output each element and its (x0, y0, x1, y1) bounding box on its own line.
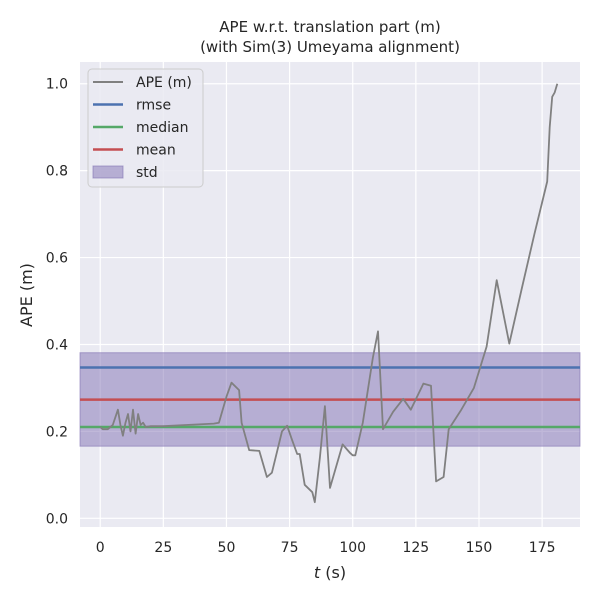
ape-line (99, 83, 559, 504)
legend-label-mean: mean (136, 143, 176, 159)
x-tick-label: 175 (529, 540, 556, 556)
x-tick-label: 75 (281, 540, 299, 556)
y-tick-label: 0.4 (46, 337, 68, 353)
chart-subtitle: (with Sim(3) Umeyama alignment) (200, 38, 460, 56)
legend-swatch-std (92, 165, 124, 179)
y-axis-label: APE (m) (17, 263, 36, 327)
legend-box (87, 68, 204, 188)
y-tick-label: 1.0 (46, 77, 68, 93)
y-tick-label: 0.0 (46, 511, 68, 527)
x-tick-label: 50 (218, 540, 236, 556)
y-ticks: 0.0 0.2 0.4 0.6 0.8 1.0 (46, 77, 68, 528)
x-tick-label: 150 (466, 540, 493, 556)
x-tick-label: 125 (402, 540, 429, 556)
legend: APE (m) rmse median mean std (87, 68, 204, 188)
y-tick-label: 0.2 (46, 424, 68, 440)
legend-label-median: median (136, 120, 188, 136)
x-ticks: 0 25 50 75 100 125 150 175 (96, 540, 556, 556)
ape-series (99, 83, 559, 504)
y-tick-label: 0.8 (46, 164, 68, 180)
x-tick-label: 25 (154, 540, 172, 556)
legend-label-std: std (136, 165, 158, 181)
y-tick-label: 0.6 (46, 251, 68, 267)
legend-label-ape: APE (m) (136, 75, 192, 91)
x-axis-label: t (s) (314, 563, 346, 582)
x-tick-label: 0 (96, 540, 105, 556)
x-tick-label: 100 (339, 540, 366, 556)
chart-title: APE w.r.t. translation part (m) (219, 18, 440, 36)
legend-label-rmse: rmse (136, 98, 171, 114)
